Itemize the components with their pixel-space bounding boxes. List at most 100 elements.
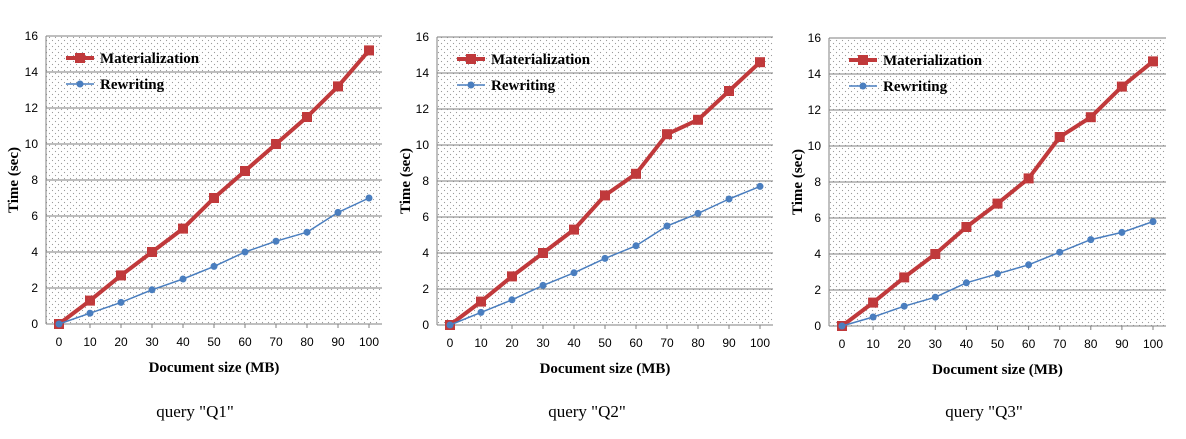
legend-marker-materialization [858, 55, 868, 65]
data-point-rewriting [900, 302, 908, 310]
y-tick-label: 0 [814, 319, 821, 333]
data-point-materialization [868, 297, 879, 308]
y-tick-label: 16 [416, 30, 430, 44]
data-point-materialization [1054, 132, 1065, 142]
y-tick-label: 10 [25, 137, 39, 151]
data-point-materialization [85, 295, 95, 306]
data-point-rewriting [539, 281, 547, 289]
data-point-rewriting [838, 322, 846, 330]
chart-panel-q2: 0 2 4 6 8 10 12 14 16 0 10 20 30 40 50 60 70 80 90 100 Docum… [392, 0, 782, 439]
data-point-rewriting [1087, 236, 1095, 244]
x-tick-label: 100 [1143, 337, 1163, 351]
x-tick-label: 40 [176, 335, 190, 349]
data-point-rewriting [570, 269, 578, 277]
x-tick-label: 0 [56, 335, 63, 349]
x-tick-label: 70 [1053, 337, 1067, 351]
y-tick-label: 2 [814, 283, 821, 297]
x-tick-label: 30 [536, 336, 550, 350]
data-point-materialization [569, 224, 579, 235]
data-point-rewriting [148, 286, 156, 294]
data-point-rewriting [477, 308, 485, 316]
data-point-rewriting [1118, 228, 1126, 236]
data-point-materialization [724, 86, 734, 96]
legend-marker-rewriting [467, 81, 475, 89]
x-axis-label: Document size (MB) [149, 360, 280, 376]
legend-marker-materialization [466, 54, 476, 64]
data-point-rewriting [179, 275, 187, 283]
x-tick-label: 50 [991, 337, 1005, 351]
y-tick-label: 0 [422, 318, 429, 332]
chart-q1: 0 2 4 6 8 10 12 14 16 0 10 20 30 40 50 60 70 80 90 100 Docum… [6, 29, 382, 376]
data-point-materialization [476, 296, 486, 307]
chart-panel-q1: 0 2 4 6 8 10 12 14 16 0 10 20 30 40 50 60 70 80 90 100 Docum… [0, 0, 390, 439]
data-point-materialization [899, 272, 910, 283]
y-tick-label: 4 [422, 246, 429, 260]
data-point-materialization [755, 57, 765, 68]
data-point-materialization [302, 112, 312, 122]
data-point-materialization [271, 139, 281, 149]
data-point-rewriting [756, 182, 764, 190]
data-point-rewriting [994, 270, 1001, 278]
legend: Materialization Rewriting [457, 52, 591, 94]
x-tick-label: 10 [474, 336, 488, 350]
chart-caption: query "Q3" [945, 402, 1023, 421]
x-tick-label: 90 [1115, 337, 1129, 351]
data-point-rewriting [210, 262, 218, 270]
x-tick-label: 60 [1022, 337, 1036, 351]
x-tick-label: 70 [269, 335, 283, 349]
chart-caption: query "Q1" [156, 402, 234, 421]
data-point-rewriting [86, 309, 94, 317]
data-point-rewriting [117, 298, 125, 306]
data-point-rewriting [694, 209, 702, 217]
y-tick-label: 14 [808, 67, 822, 81]
data-point-rewriting [725, 195, 733, 203]
x-tick-label: 40 [960, 337, 974, 351]
x-axis-label: Document size (MB) [932, 362, 1063, 378]
data-point-rewriting [446, 321, 454, 329]
x-tick-label: 0 [839, 337, 846, 351]
data-point-materialization [364, 45, 374, 56]
legend-label-rewriting: Rewriting [100, 77, 165, 93]
data-point-rewriting [931, 293, 939, 301]
x-tick-label: 40 [567, 336, 581, 350]
y-tick-label: 12 [808, 103, 822, 117]
x-tick-label: 20 [898, 337, 912, 351]
y-axis-label: Time (sec) [790, 149, 806, 215]
data-point-rewriting [869, 313, 877, 321]
legend-label-materialization: Materialization [883, 53, 983, 69]
y-tick-label: 6 [31, 209, 38, 223]
data-point-rewriting [663, 222, 671, 230]
data-point-rewriting [508, 296, 516, 304]
y-tick-label: 0 [31, 317, 38, 331]
data-point-rewriting [1056, 248, 1064, 256]
x-axis-label: Document size (MB) [540, 361, 671, 377]
data-point-materialization [178, 223, 188, 234]
data-point-materialization [538, 248, 548, 258]
chart-caption: query "Q2" [548, 402, 626, 421]
data-point-materialization [1023, 173, 1034, 184]
data-point-materialization [333, 81, 343, 92]
y-tick-label: 2 [422, 282, 429, 296]
legend-marker-rewriting [76, 80, 84, 88]
legend: Materialization Rewriting [849, 53, 983, 95]
x-tick-label: 80 [300, 335, 314, 349]
x-tick-label: 30 [929, 337, 943, 351]
data-point-materialization [631, 168, 641, 179]
data-point-rewriting [632, 242, 640, 250]
y-tick-label: 10 [416, 138, 430, 152]
x-tick-label: 20 [114, 335, 128, 349]
legend-marker-materialization [75, 53, 85, 63]
x-tick-label: 50 [207, 335, 221, 349]
y-axis-label: Time (sec) [6, 147, 22, 213]
y-tick-label: 14 [416, 66, 430, 80]
x-tick-label: 80 [1084, 337, 1098, 351]
legend: Materialization Rewriting [66, 51, 200, 93]
y-tick-label: 4 [814, 247, 821, 261]
x-tick-label: 70 [660, 336, 674, 350]
data-point-materialization [1116, 81, 1127, 92]
x-tick-label: 90 [331, 335, 345, 349]
data-point-materialization [992, 198, 1003, 209]
y-tick-label: 2 [31, 281, 38, 295]
y-tick-label: 10 [808, 139, 822, 153]
x-tick-label: 60 [629, 336, 643, 350]
